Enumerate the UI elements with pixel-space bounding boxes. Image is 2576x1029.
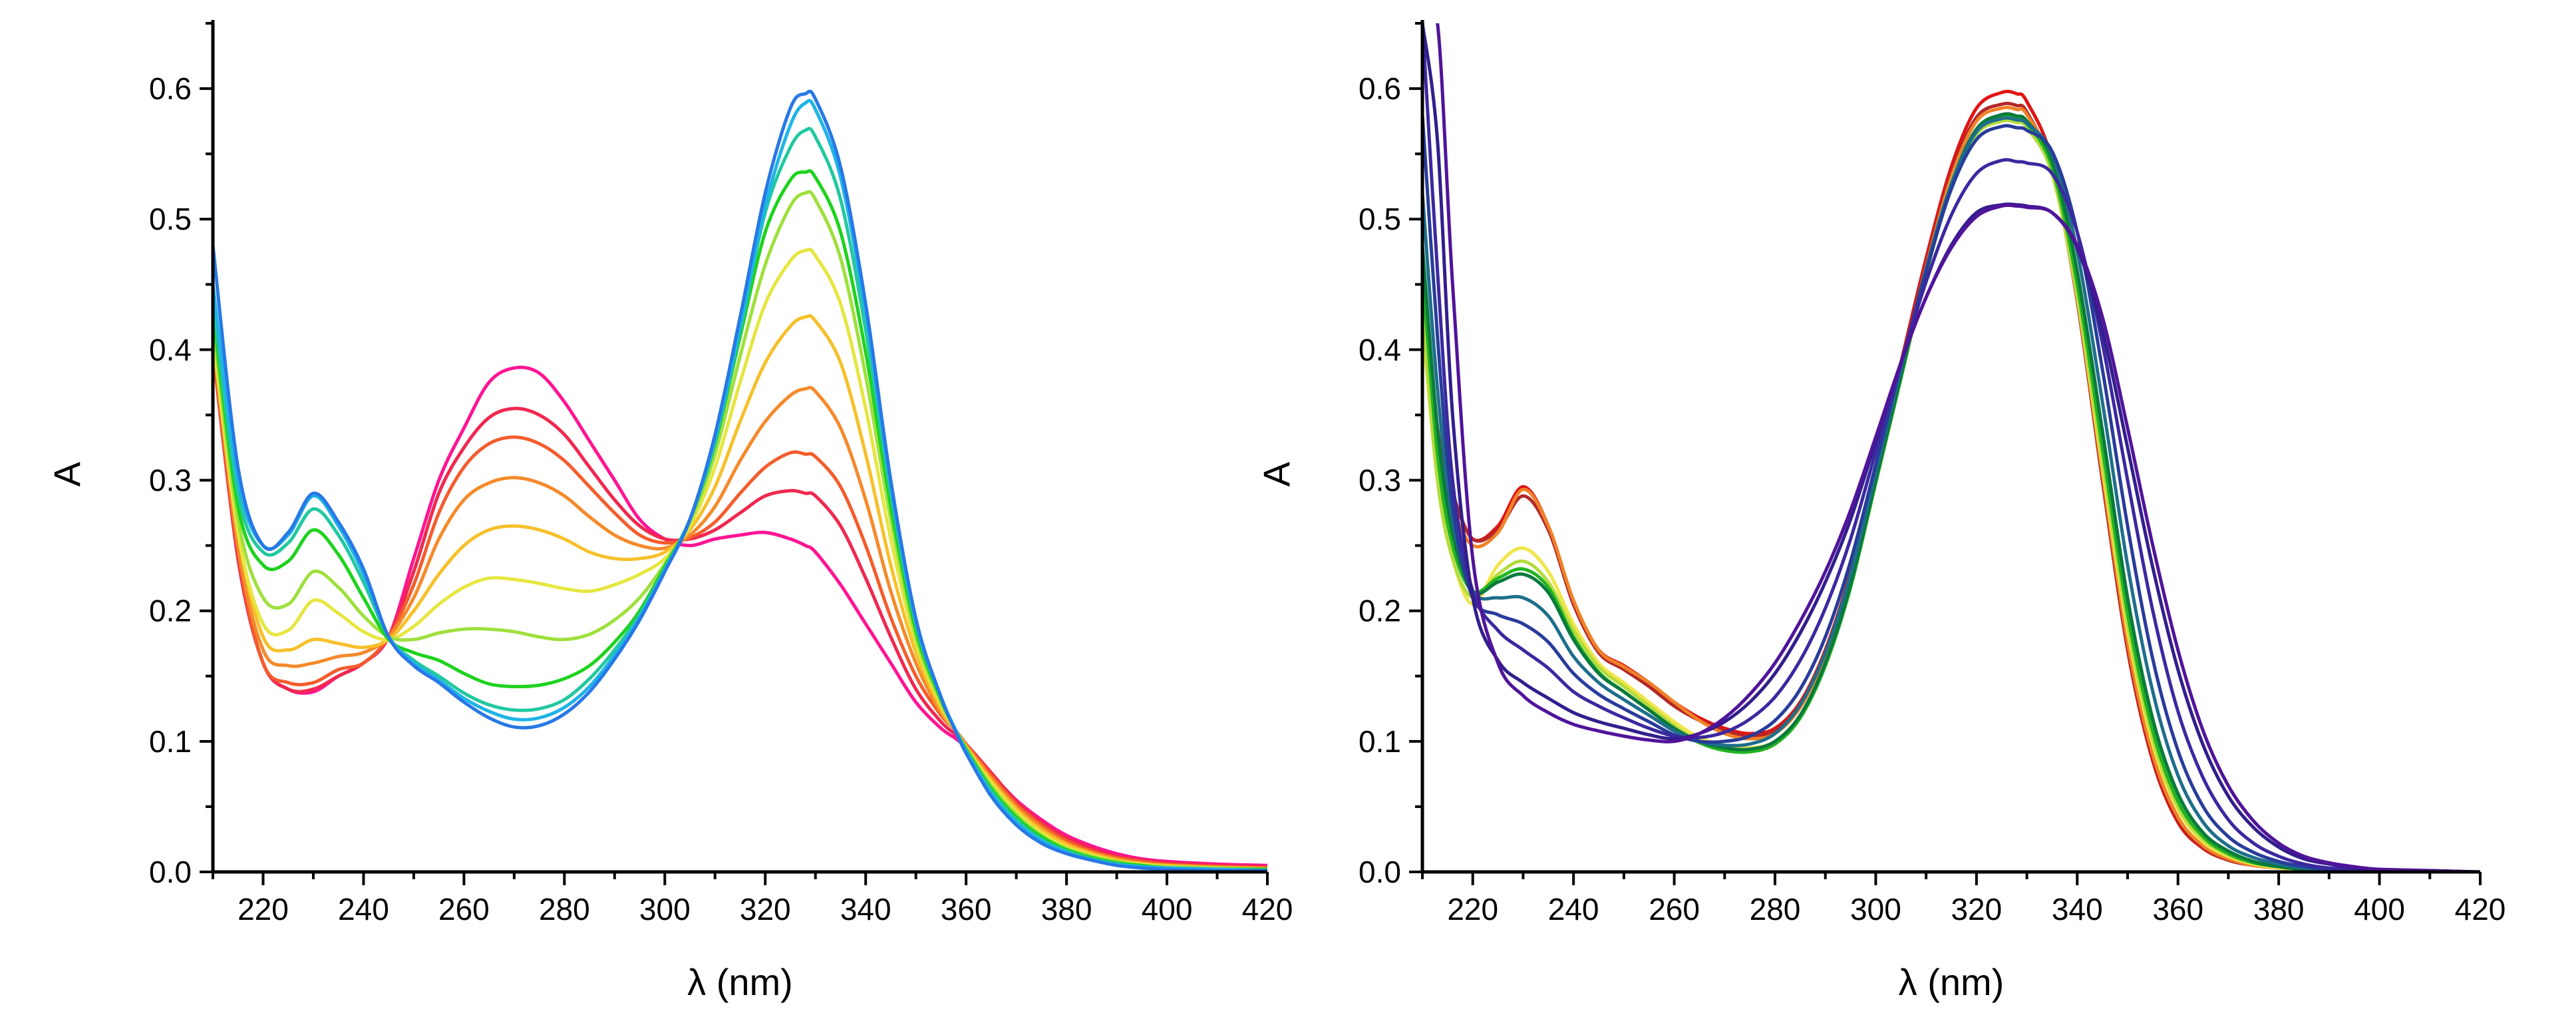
x-tick-label: 280 xyxy=(539,892,590,926)
x-tick-label: 320 xyxy=(740,892,791,926)
series-line-5 xyxy=(213,313,1267,871)
x-tick-label: 220 xyxy=(1447,892,1498,926)
series-line-7 xyxy=(1422,112,2480,872)
series-line-3 xyxy=(1422,105,2480,872)
x-tick-label: 340 xyxy=(840,892,891,926)
series-line-5 xyxy=(1422,118,2480,872)
y-tick-label: 0.1 xyxy=(1359,724,1401,759)
series-line-9 xyxy=(1422,112,2480,872)
series-line-8 xyxy=(1422,116,2480,872)
series-line-10 xyxy=(1422,23,2480,872)
series-line-8 xyxy=(213,169,1267,871)
y-axis-label: A xyxy=(1255,461,1297,487)
series-line-3 xyxy=(213,347,1267,870)
series-line-11 xyxy=(213,89,1267,872)
x-tick-label: 260 xyxy=(1649,892,1700,926)
y-tick-label: 0.6 xyxy=(149,71,192,106)
series-line-9 xyxy=(213,126,1267,872)
x-tick-label: 400 xyxy=(1142,892,1193,926)
x-tick-label: 280 xyxy=(1750,892,1801,926)
series-line-1 xyxy=(1422,89,2480,872)
x-tick-label: 360 xyxy=(2152,892,2203,926)
series-group xyxy=(1422,23,2480,872)
series-line-7 xyxy=(213,190,1267,871)
y-tick-label: 0.3 xyxy=(1359,463,1401,498)
y-tick-label: 0.1 xyxy=(149,724,192,759)
x-tick-label: 400 xyxy=(2354,892,2405,926)
x-axis-label: λ (nm) xyxy=(1899,961,2005,1003)
y-tick-label: 0.0 xyxy=(149,855,192,889)
x-tick-label: 360 xyxy=(941,892,992,926)
series-group xyxy=(213,89,1267,872)
y-tick-label: 0.4 xyxy=(1359,332,1401,367)
x-tick-label: 420 xyxy=(1242,892,1293,926)
series-line-4 xyxy=(1422,114,2480,872)
y-tick-label: 0.5 xyxy=(149,202,192,236)
y-tick-label: 0.2 xyxy=(1359,594,1401,628)
x-tick-label: 300 xyxy=(639,892,691,926)
series-line-10 xyxy=(213,99,1267,872)
y-tick-label: 0.4 xyxy=(149,332,192,367)
x-tick-label: 380 xyxy=(1041,892,1092,926)
series-line-12 xyxy=(1422,23,2480,872)
right-spectra-chart: 220 240 260 280 300 320 340 360 380 400 420 0.0 0.1 0… xyxy=(1255,20,2506,1003)
y-tick-label: 0.5 xyxy=(1359,202,1401,236)
x-tick-label: 420 xyxy=(2455,892,2506,926)
y-tick-label: 0.3 xyxy=(149,463,192,498)
left-spectra-chart: 220 240 260 280 300 320 340 360 380 400 420 0.0 0.1 0… xyxy=(46,20,1293,1003)
x-tick-label: 220 xyxy=(238,892,289,926)
y-tick-label: 0.2 xyxy=(149,594,192,628)
x-tick-label: 260 xyxy=(438,892,490,926)
series-line-1 xyxy=(213,347,1267,867)
x-tick-label: 380 xyxy=(2253,892,2305,926)
series-line-6 xyxy=(1422,114,2480,872)
y-tick-label: 0.6 xyxy=(1359,71,1401,106)
x-axis-label: λ (nm) xyxy=(687,961,793,1003)
y-axis-label: A xyxy=(46,461,88,487)
x-tick-label: 300 xyxy=(1850,892,1901,926)
series-line-6 xyxy=(213,248,1267,871)
series-line-4 xyxy=(213,335,1267,870)
x-tick-label: 340 xyxy=(2052,892,2103,926)
x-tick-label: 320 xyxy=(1951,892,2002,926)
x-tick-label: 240 xyxy=(1548,892,1599,926)
x-tick-label: 240 xyxy=(338,892,389,926)
series-line-11 xyxy=(1422,23,2480,872)
y-tick-label: 0.0 xyxy=(1359,855,1401,889)
